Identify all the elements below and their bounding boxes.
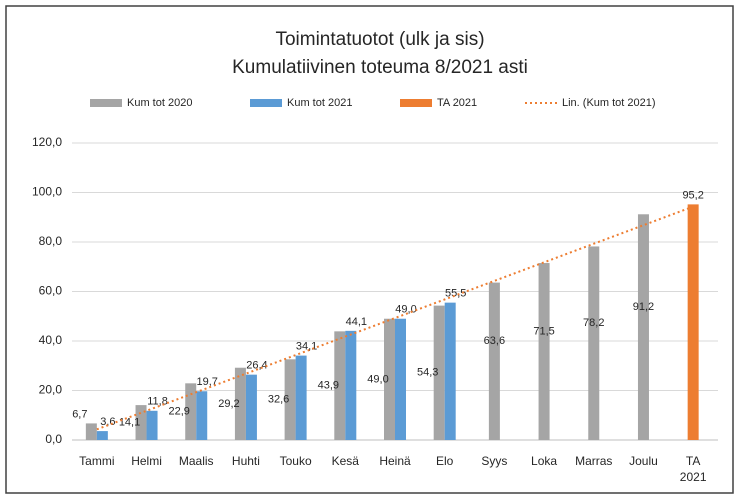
y-tick-label: 100,0 bbox=[32, 185, 62, 199]
data-label: 14,1 bbox=[119, 416, 140, 428]
chart-subtitle: Kumulatiivinen toteuma 8/2021 asti bbox=[232, 57, 528, 78]
bar bbox=[185, 383, 197, 440]
x-tick-label: Heinä bbox=[379, 454, 411, 468]
data-label: 95,2 bbox=[682, 189, 703, 201]
trend-line bbox=[96, 205, 694, 431]
bar bbox=[295, 355, 307, 440]
data-label: 71,5 bbox=[533, 325, 554, 337]
legend-swatch bbox=[250, 99, 282, 107]
bar bbox=[588, 246, 600, 440]
data-label: 49,0 bbox=[367, 373, 388, 385]
bar bbox=[284, 359, 296, 440]
bar bbox=[444, 302, 456, 440]
x-tick-label: TA 2021 bbox=[680, 454, 707, 484]
data-label: 22,9 bbox=[169, 406, 190, 418]
data-label: 54,3 bbox=[417, 367, 438, 379]
data-label: 19,7 bbox=[197, 376, 218, 388]
data-label: 91,2 bbox=[633, 301, 654, 313]
legend-swatch bbox=[90, 99, 122, 107]
bar bbox=[488, 282, 500, 440]
data-label: 78,2 bbox=[583, 317, 604, 329]
x-tick-label: Tammi bbox=[79, 454, 114, 468]
y-tick-label: 60,0 bbox=[39, 284, 63, 298]
bar bbox=[334, 331, 346, 440]
bar bbox=[96, 431, 108, 440]
bar bbox=[345, 330, 357, 440]
data-label: 29,2 bbox=[218, 398, 239, 410]
legend-label: TA 2021 bbox=[437, 97, 477, 109]
data-label: 3,6 bbox=[100, 416, 115, 428]
data-label: 34,1 bbox=[296, 341, 317, 353]
x-tick-label: Huhti bbox=[232, 454, 260, 468]
y-tick-label: 20,0 bbox=[39, 383, 63, 397]
data-label: 6,7 bbox=[72, 408, 87, 420]
bar bbox=[245, 374, 257, 440]
bar bbox=[395, 318, 406, 440]
x-tick-label: Elo bbox=[436, 454, 454, 468]
data-label: 55,5 bbox=[445, 288, 466, 300]
bar bbox=[234, 367, 246, 440]
bar bbox=[538, 263, 550, 440]
x-tick-label: Touko bbox=[280, 454, 312, 468]
bar bbox=[146, 410, 158, 440]
x-tick-label: Joulu bbox=[629, 454, 658, 468]
chart-frame bbox=[5, 5, 734, 494]
bar bbox=[384, 318, 395, 440]
bar bbox=[196, 391, 208, 440]
bar bbox=[637, 214, 649, 440]
x-tick-label: Loka bbox=[531, 454, 557, 468]
x-tick-label: Helmi bbox=[131, 454, 162, 468]
y-tick-label: 80,0 bbox=[39, 234, 63, 248]
x-tick-label: Maalis bbox=[179, 454, 214, 468]
data-label: 32,6 bbox=[268, 394, 289, 406]
bar bbox=[85, 423, 97, 440]
bar bbox=[433, 305, 445, 440]
data-label: 44,1 bbox=[346, 316, 367, 328]
bar bbox=[687, 204, 699, 440]
y-tick-label: 0,0 bbox=[45, 432, 62, 446]
legend-label: Kum tot 2021 bbox=[287, 97, 352, 109]
x-tick-label: Syys bbox=[481, 454, 507, 468]
data-label: 63,6 bbox=[484, 335, 505, 347]
x-tick-label: Marras bbox=[575, 454, 612, 468]
bar bbox=[135, 405, 147, 440]
legend-swatch bbox=[400, 99, 432, 107]
y-tick-label: 40,0 bbox=[39, 333, 63, 347]
legend-label: Lin. (Kum tot 2021) bbox=[562, 97, 656, 109]
x-tick-label: Kesä bbox=[332, 454, 360, 468]
data-label: 43,9 bbox=[318, 380, 339, 392]
chart-title: Toimintatuotot (ulk ja sis) bbox=[275, 29, 484, 50]
y-tick-label: 120,0 bbox=[32, 135, 62, 149]
legend-label: Kum tot 2020 bbox=[127, 97, 192, 109]
